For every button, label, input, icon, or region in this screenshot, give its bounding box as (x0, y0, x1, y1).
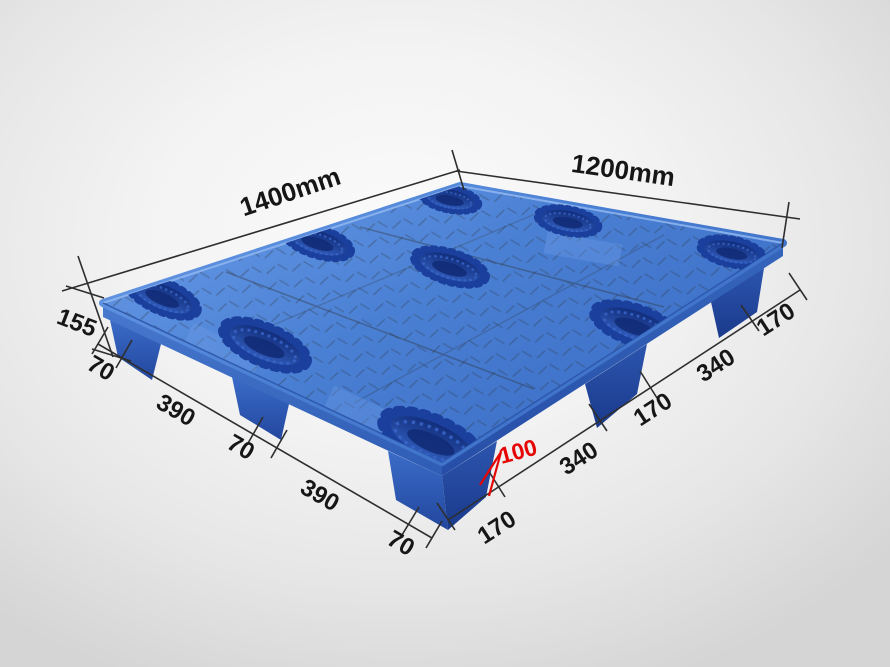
pallet-foot (388, 451, 448, 530)
pallet-foot (711, 268, 764, 338)
tick-line (401, 506, 420, 536)
pallet (99, 182, 787, 530)
tick-lines (436, 272, 808, 531)
dim-label-total-height: 155 (53, 303, 100, 343)
dim-line (455, 170, 801, 220)
extension-line (451, 149, 465, 191)
tick-line (588, 403, 608, 432)
dim-label-segment: 340 (692, 343, 740, 387)
pallet-foot (585, 344, 647, 428)
tick-line (65, 285, 105, 299)
pallet-foot (232, 377, 289, 440)
tick-lines (91, 326, 443, 549)
dim-line (97, 343, 433, 539)
tick-line (740, 304, 760, 332)
foot-hole (218, 316, 312, 374)
tick-line (115, 339, 133, 369)
dim-label-width: 1200mm (570, 148, 677, 192)
tick-line (487, 469, 506, 498)
tick-line (425, 520, 443, 549)
pallet-foot (110, 320, 161, 380)
dim-label-segment: 390 (152, 389, 200, 432)
deck-edge-highlight (102, 184, 784, 304)
dim-line (447, 289, 801, 521)
tick-line (91, 326, 109, 355)
deck-seams (225, 211, 665, 404)
tick-line (639, 370, 658, 399)
dim-label-segment: 70 (382, 525, 419, 562)
pallet-feet (110, 268, 764, 530)
tick-line (246, 416, 264, 446)
pallet-foot (442, 441, 497, 530)
dim-line (61, 169, 461, 292)
dim-label-length: 1400mm (236, 161, 344, 222)
dim-label-segment: 170 (752, 297, 800, 341)
red-extent-lines (479, 451, 503, 497)
extension-line (781, 201, 790, 249)
tick-line (436, 502, 456, 531)
tick-line (788, 272, 808, 301)
foot-hole (533, 204, 603, 238)
dim-label-segment: 170 (473, 505, 521, 549)
dim-label-segment: 390 (296, 474, 344, 517)
tick-line (270, 429, 288, 459)
foot-hole (410, 245, 490, 289)
dim-line (77, 255, 114, 358)
dim-label-segment: 340 (555, 436, 603, 480)
